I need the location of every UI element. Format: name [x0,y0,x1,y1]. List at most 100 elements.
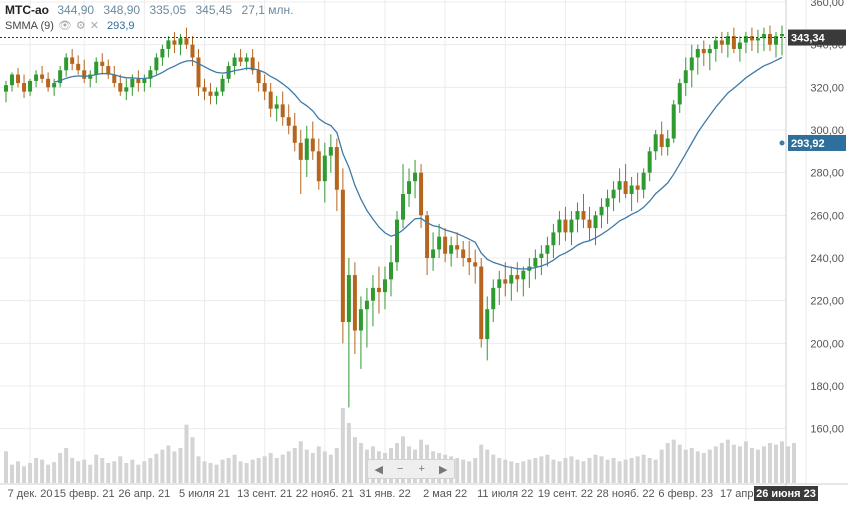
candle[interactable] [689,44,694,88]
candle[interactable] [563,206,568,241]
candle[interactable] [509,266,514,301]
candle[interactable] [461,240,466,267]
candle[interactable] [557,211,562,246]
candle[interactable] [340,168,345,344]
candle[interactable] [437,223,442,258]
candle[interactable] [382,266,387,310]
candle[interactable] [677,78,682,113]
candle[interactable] [148,66,153,88]
candle[interactable] [274,95,279,122]
candle[interactable] [16,68,21,88]
candle[interactable] [118,74,123,96]
candle[interactable] [683,57,688,96]
candle[interactable] [310,121,315,160]
candle[interactable] [647,147,652,182]
candle[interactable] [214,87,219,105]
candle[interactable] [280,91,285,126]
zoom-controls[interactable]: ◀ − + ▶ [367,459,455,479]
candle[interactable] [334,138,339,212]
candle[interactable] [701,40,706,66]
candle[interactable] [527,258,532,288]
candle[interactable] [569,211,574,246]
candle[interactable] [467,240,472,276]
candle[interactable] [497,270,502,305]
zoom-out-icon[interactable]: − [397,463,404,475]
candle[interactable] [623,164,628,199]
candle[interactable] [160,44,165,66]
candle[interactable] [587,206,592,241]
candle[interactable] [629,176,634,212]
candle[interactable] [262,74,267,101]
candle[interactable] [328,134,333,173]
candle[interactable] [635,172,640,203]
candle[interactable] [46,72,51,92]
candle[interactable] [671,100,676,143]
candle[interactable] [653,130,658,160]
candle[interactable] [304,125,309,177]
candle[interactable] [449,236,454,267]
candle[interactable] [136,70,141,92]
candle[interactable] [322,142,327,203]
candle[interactable] [491,279,496,322]
close-icon[interactable]: ✕ [89,20,99,32]
candle[interactable] [725,31,730,58]
zoom-in-icon[interactable]: + [418,463,425,475]
gear-icon[interactable]: ⚙ [75,20,86,32]
candle[interactable] [40,66,45,84]
candle[interactable] [94,57,99,84]
candle[interactable] [767,25,772,52]
candle[interactable] [479,258,484,348]
eye-icon[interactable]: 👁 [57,20,72,32]
candle[interactable] [4,80,8,103]
candle[interactable] [64,53,69,77]
candle[interactable] [358,296,363,369]
candle[interactable] [539,245,544,276]
candle[interactable] [34,70,39,88]
candle[interactable] [719,31,724,54]
candle[interactable] [184,27,189,49]
candle[interactable] [443,228,448,263]
candle[interactable] [473,249,478,284]
candle[interactable] [316,138,321,190]
candle[interactable] [370,275,375,327]
candle[interactable] [407,168,412,207]
candle[interactable] [220,74,225,96]
candle[interactable] [743,31,748,54]
candle[interactable] [761,27,766,52]
candle[interactable] [773,31,778,58]
candle[interactable] [58,66,63,88]
candle[interactable] [196,48,201,96]
candle[interactable] [154,53,159,75]
candle[interactable] [707,44,712,71]
candle[interactable] [749,27,754,52]
candle[interactable] [292,112,297,152]
candle[interactable] [244,53,249,71]
candle[interactable] [76,55,81,75]
candle[interactable] [695,44,700,75]
candle[interactable] [599,198,604,229]
candle[interactable] [611,181,616,212]
candle[interactable] [208,83,213,105]
candle[interactable] [70,48,75,71]
candle[interactable] [106,59,111,79]
candle[interactable] [88,70,93,88]
candle[interactable] [10,72,15,92]
candle[interactable] [124,78,129,101]
candle[interactable] [395,211,400,271]
candle[interactable] [413,159,418,199]
candle[interactable] [172,31,177,54]
candle[interactable] [250,48,255,75]
candle[interactable] [713,36,718,62]
candle[interactable] [256,61,261,92]
candle[interactable] [82,59,87,84]
candle[interactable] [112,66,117,88]
candle[interactable] [346,258,351,408]
candle[interactable] [388,245,393,297]
candle[interactable] [22,74,27,98]
candle[interactable] [425,211,430,276]
candle[interactable] [100,53,105,75]
candle[interactable] [605,189,610,224]
candle[interactable] [641,168,646,199]
candle[interactable] [238,48,243,66]
